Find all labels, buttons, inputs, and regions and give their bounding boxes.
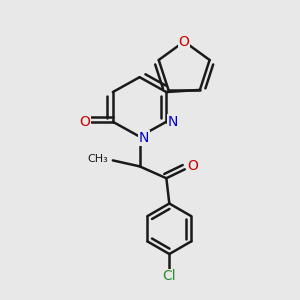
Text: Cl: Cl bbox=[163, 269, 176, 283]
Text: N: N bbox=[139, 131, 149, 145]
Text: O: O bbox=[187, 159, 198, 173]
Text: O: O bbox=[179, 34, 190, 49]
Text: N: N bbox=[168, 115, 178, 129]
Text: CH₃: CH₃ bbox=[88, 154, 108, 164]
Text: O: O bbox=[80, 115, 90, 129]
